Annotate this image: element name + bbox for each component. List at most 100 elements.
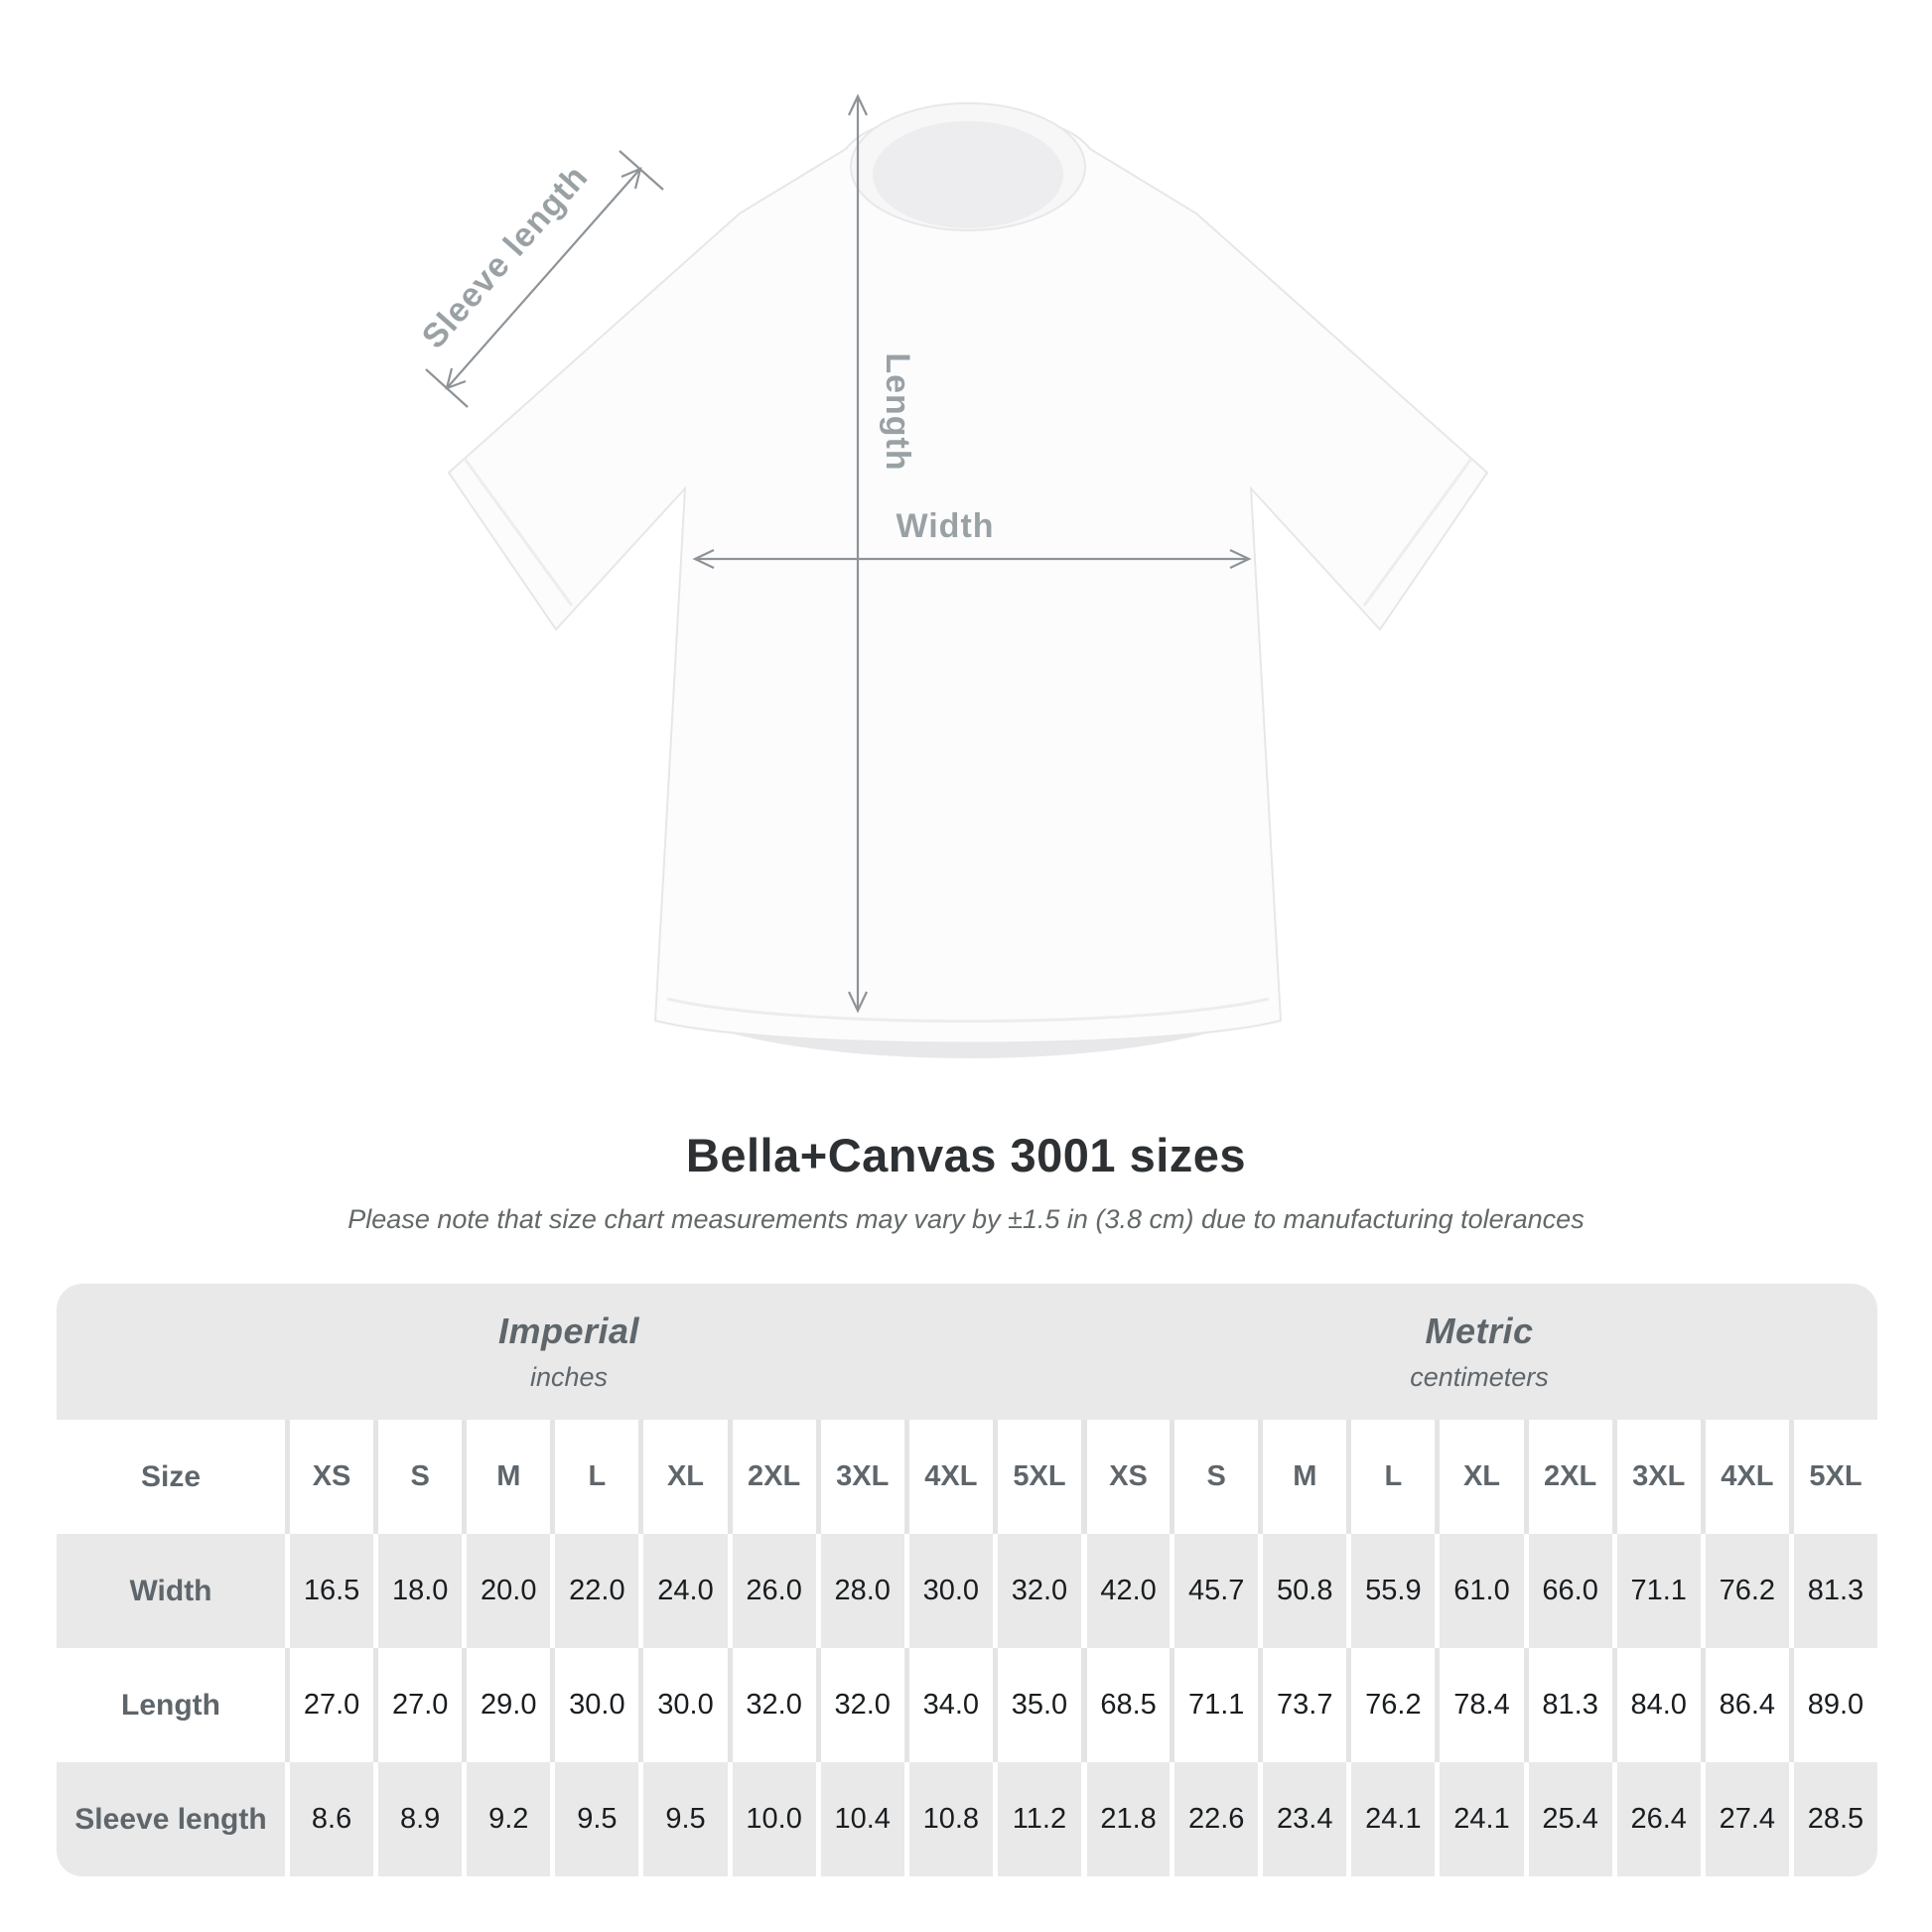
- data-cell: 8.6: [285, 1762, 373, 1876]
- left-cuff-seam: [463, 458, 574, 607]
- header-cell: 2XL: [1523, 1420, 1612, 1534]
- header-cell: 3XL: [815, 1420, 904, 1534]
- header-cell: L: [550, 1420, 638, 1534]
- data-cell: 32.0: [815, 1648, 904, 1762]
- data-cell: 68.5: [1081, 1648, 1170, 1762]
- size-table: Imperial inches Metric centimeters Size …: [57, 1284, 1877, 1876]
- data-cell: 24.0: [638, 1534, 727, 1648]
- size-column-header: Size: [140, 1459, 202, 1493]
- header-cell: 3XL: [1611, 1420, 1701, 1534]
- data-cell: 10.8: [903, 1762, 993, 1876]
- data-cell: 81.3: [1523, 1648, 1612, 1762]
- imperial-label: Imperial: [497, 1311, 640, 1351]
- right-cuff-seam: [1362, 458, 1473, 607]
- data-cell: 23.4: [1258, 1762, 1346, 1876]
- metric-unit: centimeters: [1410, 1362, 1549, 1392]
- metric-unit-header: Metric centimeters: [1081, 1284, 1877, 1420]
- size-header-row: Size XS S M L XL 2XL 3XL 4XL 5XL XS S M …: [57, 1420, 1877, 1534]
- data-cell: 86.4: [1700, 1648, 1789, 1762]
- length-arrow: [848, 93, 868, 1014]
- imperial-unit-header: Imperial inches: [57, 1284, 1081, 1420]
- data-cell: 27.4: [1700, 1762, 1789, 1876]
- tshirt-body: [447, 110, 1489, 1044]
- sleeve-length-label: Sleeve length: [415, 158, 596, 355]
- data-cell: 25.4: [1523, 1762, 1612, 1876]
- row-label: Sleeve length: [74, 1802, 267, 1836]
- data-cell: 28.5: [1788, 1762, 1877, 1876]
- data-cell: 42.0: [1081, 1534, 1170, 1648]
- width-arrow: [692, 549, 1252, 569]
- data-cell: 9.5: [638, 1762, 727, 1876]
- header-cell: 5XL: [1788, 1420, 1877, 1534]
- table-row-width: Width 16.5 18.0 20.0 22.0 24.0 26.0 28.0…: [57, 1534, 1877, 1648]
- data-cell: 9.2: [462, 1762, 550, 1876]
- page-subtitle: Please note that size chart measurements…: [347, 1204, 1585, 1234]
- imperial-unit: inches: [529, 1362, 609, 1392]
- data-cell: 45.7: [1170, 1534, 1258, 1648]
- row-label: Width: [129, 1574, 212, 1607]
- width-label: Width: [896, 507, 994, 545]
- data-cell: 10.4: [815, 1762, 904, 1876]
- data-cell: 32.0: [727, 1648, 816, 1762]
- data-cell: 66.0: [1523, 1534, 1612, 1648]
- data-cell: 30.0: [903, 1534, 993, 1648]
- data-cell: 24.1: [1435, 1762, 1523, 1876]
- data-cell: 16.5: [285, 1534, 373, 1648]
- data-cell: 76.2: [1700, 1534, 1789, 1648]
- metric-label: Metric: [1425, 1311, 1534, 1351]
- data-cell: 10.0: [727, 1762, 816, 1876]
- sleeve-length-arrow: [425, 150, 664, 408]
- data-cell: 22.6: [1170, 1762, 1258, 1876]
- data-cell: 50.8: [1258, 1534, 1346, 1648]
- data-cell: 30.0: [550, 1648, 638, 1762]
- page-title: Bella+Canvas 3001 sizes: [685, 1129, 1247, 1181]
- data-cell: 71.1: [1611, 1534, 1701, 1648]
- data-cell: 26.4: [1611, 1762, 1701, 1876]
- tshirt-graphic: Length Width Sleeve length: [415, 93, 1489, 1058]
- header-cell: 4XL: [1700, 1420, 1789, 1534]
- data-cell: 29.0: [462, 1648, 550, 1762]
- data-cell: 89.0: [1788, 1648, 1877, 1762]
- row-label: Length: [121, 1688, 220, 1722]
- data-cell: 28.0: [815, 1534, 904, 1648]
- header-cell: XS: [285, 1420, 373, 1534]
- data-cell: 34.0: [903, 1648, 993, 1762]
- title-block: Bella+Canvas 3001 sizes Please note that…: [0, 1128, 1932, 1235]
- collar-opening: [873, 121, 1063, 228]
- data-cell: 27.0: [373, 1648, 462, 1762]
- tshirt-measurement-diagram: Length Width Sleeve length: [415, 93, 1489, 1058]
- header-cell: 4XL: [903, 1420, 993, 1534]
- data-cell: 76.2: [1346, 1648, 1435, 1762]
- tshirt-back-hem: [667, 1011, 1273, 1058]
- header-cell: M: [1258, 1420, 1346, 1534]
- table-row-length: Length 27.0 27.0 29.0 30.0 30.0 32.0 32.…: [57, 1648, 1877, 1762]
- data-cell: 71.1: [1170, 1648, 1258, 1762]
- data-cell: 30.0: [638, 1648, 727, 1762]
- data-cell: 21.8: [1081, 1762, 1170, 1876]
- data-cell: 9.5: [550, 1762, 638, 1876]
- data-cell: 18.0: [373, 1534, 462, 1648]
- header-cell: XL: [638, 1420, 727, 1534]
- data-cell: 84.0: [1611, 1648, 1701, 1762]
- data-cell: 81.3: [1788, 1534, 1877, 1648]
- unit-header-row: Imperial inches Metric centimeters: [57, 1284, 1877, 1420]
- table-row-sleeve-length: Sleeve length 8.6 8.9 9.2 9.5 9.5 10.0 1…: [57, 1762, 1877, 1876]
- data-cell: 78.4: [1435, 1648, 1523, 1762]
- data-cell: 27.0: [285, 1648, 373, 1762]
- header-cell: M: [462, 1420, 550, 1534]
- data-cell: 32.0: [992, 1534, 1081, 1648]
- data-cell: 8.9: [373, 1762, 462, 1876]
- hem-stitch: [666, 997, 1270, 1023]
- length-label: Length: [879, 352, 916, 471]
- header-cell: XS: [1081, 1420, 1170, 1534]
- header-cell: 2XL: [727, 1420, 816, 1534]
- data-cell: 55.9: [1346, 1534, 1435, 1648]
- data-cell: 20.0: [462, 1534, 550, 1648]
- header-cell: S: [373, 1420, 462, 1534]
- data-cell: 35.0: [992, 1648, 1081, 1762]
- data-cell: 11.2: [992, 1762, 1081, 1876]
- data-cell: 73.7: [1258, 1648, 1346, 1762]
- header-cell: S: [1170, 1420, 1258, 1534]
- header-cell: L: [1346, 1420, 1435, 1534]
- data-cell: 24.1: [1346, 1762, 1435, 1876]
